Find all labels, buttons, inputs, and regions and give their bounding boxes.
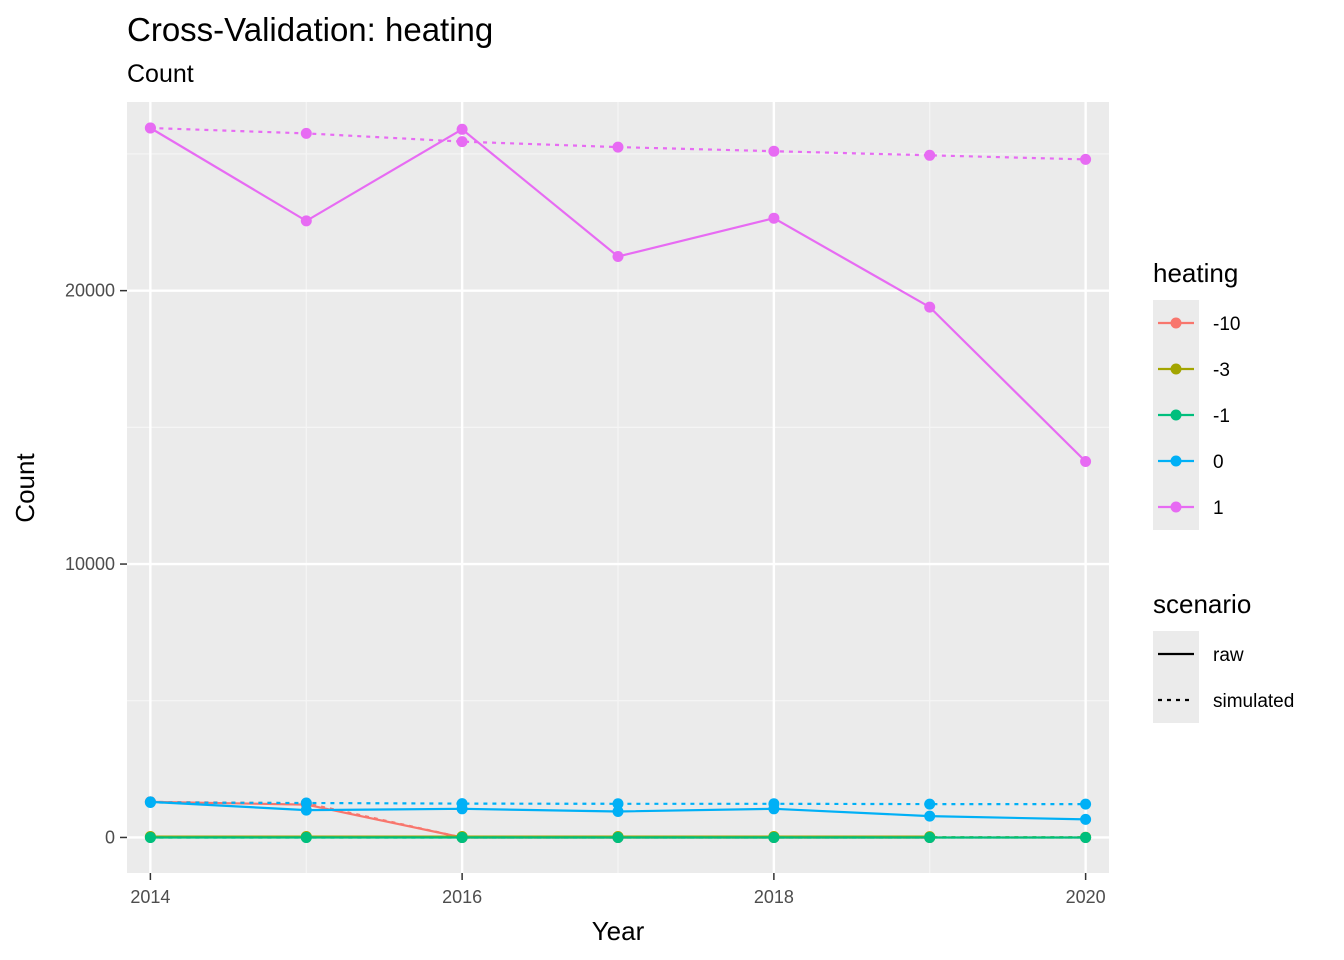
- color-legend-label: -1: [1213, 406, 1230, 427]
- data-point: [612, 806, 624, 817]
- data-point: [144, 122, 156, 134]
- data-point: [144, 797, 156, 808]
- x-tick-label: 2020: [1066, 887, 1106, 907]
- color-legend-label: -3: [1213, 360, 1230, 381]
- data-point: [1080, 832, 1092, 843]
- data-point: [924, 810, 936, 822]
- data-point: [1080, 153, 1092, 165]
- x-tick-label: 2018: [754, 887, 794, 907]
- data-point: [612, 141, 624, 153]
- data-point: [300, 127, 312, 139]
- data-point: [456, 798, 468, 810]
- color-legend-item: 1: [1158, 498, 1224, 519]
- series--1-simulated: [144, 832, 1092, 843]
- y-tick-label: 10000: [65, 554, 115, 574]
- data-point: [924, 149, 936, 161]
- data-point: [768, 145, 780, 157]
- series-1-raw: [144, 122, 1092, 467]
- color-legend-item: 0: [1158, 452, 1224, 473]
- data-point: [924, 301, 936, 313]
- x-tick-label: 2016: [442, 887, 482, 907]
- linetype-legend-label: raw: [1213, 645, 1244, 666]
- color-legend-item: -3: [1158, 360, 1230, 381]
- color-legend-key-point: [1170, 317, 1182, 329]
- series-1-simulated: [144, 122, 1092, 165]
- data-point: [768, 798, 780, 810]
- data-point: [768, 832, 780, 843]
- chart-title: Cross-Validation: heating: [127, 11, 493, 48]
- linetype-legend-item: simulated: [1158, 691, 1294, 712]
- y-axis-title: Count: [10, 453, 40, 523]
- data-point: [300, 832, 312, 843]
- data-point: [1080, 456, 1092, 467]
- x-axis-title: Year: [592, 916, 645, 946]
- linetype-legend-title: scenario: [1153, 589, 1251, 619]
- data-point: [1080, 813, 1092, 825]
- color-legend-key-point: [1170, 501, 1182, 513]
- linetype-legend-item: raw: [1158, 645, 1244, 666]
- data-point: [456, 136, 468, 148]
- data-point: [456, 832, 468, 843]
- series-0-simulated: [144, 797, 1092, 810]
- linetype-legend-keys-background: [1153, 631, 1199, 723]
- data-point: [300, 797, 312, 809]
- chart-subtitle: Count: [127, 60, 194, 88]
- data-point: [924, 832, 936, 843]
- color-legend-label: -10: [1213, 314, 1240, 335]
- data-point: [300, 215, 312, 227]
- data-point: [924, 798, 936, 810]
- color-legend-key-point: [1170, 409, 1182, 421]
- data-point: [612, 832, 624, 843]
- data-point: [612, 798, 624, 810]
- x-tick-label: 2014: [130, 887, 170, 907]
- color-legend-item: -10: [1158, 314, 1240, 335]
- linetype-legend-label: simulated: [1213, 691, 1294, 712]
- data-point: [768, 212, 780, 224]
- data-point: [144, 832, 156, 843]
- y-tick-label: 0: [105, 827, 115, 847]
- color-legend-label: 0: [1213, 452, 1224, 473]
- color-legend-key-point: [1170, 363, 1182, 375]
- data-point: [612, 251, 624, 262]
- plot-panel: [127, 102, 1109, 873]
- color-legend-key-point: [1170, 455, 1182, 467]
- axes: 2014 2016 2018 2020 0 10000 20000: [65, 281, 1106, 907]
- color-legend-item: -1: [1158, 406, 1230, 427]
- color-legend-label: 1: [1213, 498, 1224, 519]
- y-tick-label: 20000: [65, 281, 115, 301]
- color-legend-title: heating: [1153, 258, 1238, 288]
- series-layer: [144, 122, 1092, 843]
- data-point: [456, 123, 468, 135]
- data-point: [1080, 798, 1092, 810]
